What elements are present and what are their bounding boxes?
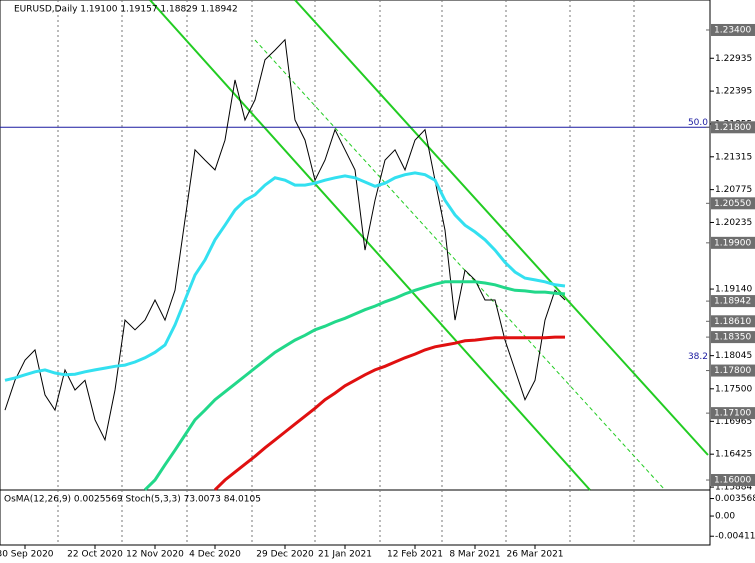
channel-line	[294, 0, 709, 456]
level-box	[711, 197, 755, 210]
indicator-tick-label: 0.00	[715, 512, 735, 522]
level-label: 1.18350	[714, 333, 751, 343]
level-box	[711, 23, 755, 36]
level-label: 1.16000	[714, 476, 751, 486]
level-label: 1.21800	[714, 123, 751, 133]
level-box	[711, 407, 755, 420]
x-tick-label: 29 Dec 2020	[256, 550, 314, 560]
y-tick-label: 1.16965	[715, 417, 752, 427]
y-tick-label: 1.20775	[715, 185, 752, 195]
x-tick-label: 4 Dec 2020	[189, 550, 241, 560]
level-box	[711, 236, 755, 249]
y-tick-label: 1.20235	[715, 218, 752, 228]
level-label: 1.18610	[714, 317, 751, 327]
y-tick-label: 1.18045	[715, 351, 752, 361]
x-tick-label: 22 Oct 2020	[67, 550, 123, 560]
level-box	[711, 295, 755, 308]
level-box	[711, 331, 755, 344]
x-tick-label: 21 Jan 2021	[318, 550, 372, 560]
channel-line	[149, 0, 591, 491]
indicator-title: OsMA(12,26,9) 0.0025569 Stoch(5,3,3) 73.…	[4, 495, 261, 505]
indicator-tick-label: 0.0035684	[715, 494, 755, 504]
y-tick-label: 1.21315	[715, 152, 752, 162]
level-box	[711, 315, 755, 328]
x-tick-label: 26 Mar 2021	[506, 550, 563, 560]
vertical-grid	[57, 0, 635, 545]
y-tick-label: 1.16425	[715, 450, 752, 460]
y-tick-label: 1.22935	[715, 54, 752, 64]
channel	[149, 0, 709, 491]
x-tick-label: 30 Sep 2020	[0, 550, 54, 560]
level-label: 1.20550	[714, 199, 751, 209]
moving-average	[213, 335, 565, 491]
chart-title: EURUSD,Daily 1.19100 1.19157 1.18829 1.1…	[14, 5, 238, 15]
level-label: 1.17100	[714, 409, 751, 419]
level-label: 1.23400	[714, 25, 751, 35]
level-box	[711, 121, 755, 134]
moving-average	[4, 171, 566, 382]
plot-frame	[0, 0, 711, 546]
level-box	[711, 364, 755, 377]
y-tick-label: 1.22395	[715, 87, 752, 97]
channel-mid	[254, 39, 666, 491]
level-label: 1.18942	[714, 297, 751, 307]
fib-label: 38.2	[688, 352, 708, 362]
y-tick-label: 1.17500	[715, 384, 752, 394]
y-tick-label: 1.19140	[715, 285, 752, 295]
price-line	[4, 38, 566, 442]
moving-average	[143, 280, 566, 491]
level-label: 1.19900	[714, 238, 751, 248]
level-box	[711, 474, 755, 487]
fib-label: 50.0	[688, 118, 708, 128]
level-label: 1.17800	[714, 366, 751, 376]
y-tick-label: 1.15884	[715, 483, 752, 493]
x-tick-label: 12 Feb 2021	[387, 550, 443, 560]
x-tick-label: 8 Mar 2021	[449, 550, 500, 560]
x-tick-label: 12 Nov 2020	[126, 550, 184, 560]
